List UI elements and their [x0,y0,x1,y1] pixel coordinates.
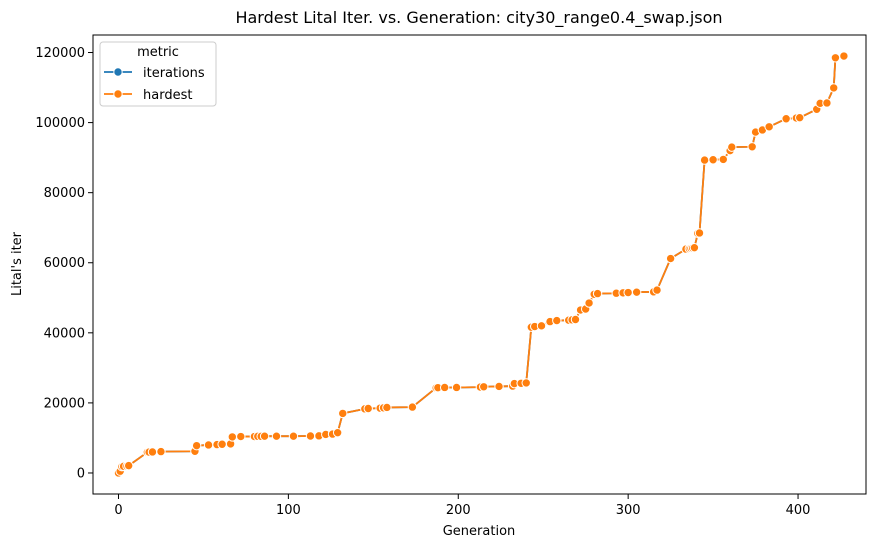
legend-marker-iterations [113,67,123,77]
data-point [830,53,841,63]
data-point [689,242,700,253]
legend-label-hardest: hardest [143,88,192,103]
data-point [727,142,737,152]
series-hardest [113,51,849,478]
data-point [451,382,462,393]
data-point [338,408,348,419]
y-tick-label: 100000 [35,116,85,131]
data-point [592,288,603,299]
legend: metric iterations hardest [99,41,217,107]
data-point [584,298,594,308]
data-point [407,402,418,412]
data-point [123,460,134,471]
data-point [236,431,246,442]
data-point [623,287,633,298]
legend-entry-hardest: hardest [104,88,192,103]
data-point [665,253,676,264]
x-tick-label: 200 [446,503,471,518]
chart-title: Hardest Lital Iter. vs. Generation: city… [235,8,722,28]
data-point [288,431,299,441]
y-tick-label: 40000 [44,326,85,341]
y-axis-label: Lital's iter [10,231,25,296]
legend-label-iterations: iterations [143,66,205,81]
legend-entries: iterations hardest [104,66,205,103]
x-tick-label: 400 [786,503,811,518]
x-tick-label: 100 [276,503,301,518]
data-point [781,114,791,124]
legend-entry-iterations: iterations [104,66,205,81]
legend-title: metric [137,45,179,60]
data-point [822,98,832,108]
x-tick-label: 300 [616,503,641,518]
data-point [699,155,710,165]
data-point [271,431,282,441]
y-tick-label: 120000 [35,46,85,61]
y-tick-label: 20000 [44,396,85,411]
y-axis: 0 20000 40000 60000 80000 100000 120000 [35,46,93,481]
x-axis: 0 100 200 300 400 [114,494,810,518]
data-point [631,287,642,297]
data-point [156,446,166,457]
data-point [764,122,774,132]
x-axis-label: Generation [443,524,516,539]
data-point [708,155,718,165]
y-tick-label: 0 [77,466,85,481]
data-point [479,382,489,392]
data-point [363,403,373,414]
x-tick-label: 0 [114,503,122,518]
data-point [552,315,562,326]
plot-frame [92,34,867,495]
data-point [521,378,531,388]
data-point [439,382,450,393]
data-point [747,142,757,152]
data-point [839,51,849,61]
data-point [829,83,839,93]
data-point [382,402,392,413]
data-point [652,285,662,295]
data-point [227,432,238,442]
data-point [147,447,158,457]
y-tick-label: 80000 [44,186,85,201]
data-point [494,381,504,392]
data-point [536,321,547,331]
data-point [332,427,343,438]
data-point [305,431,316,441]
data-point [217,439,227,449]
y-tick-label: 60000 [44,256,85,271]
data-point [795,112,805,123]
data-point [259,431,270,441]
data-point [203,440,214,450]
legend-marker-hardest [113,89,123,99]
data-point [718,154,728,165]
legend-box [99,41,217,107]
plot-area [113,51,849,478]
data-point [694,228,705,238]
data-point [570,314,581,325]
data-point [191,440,202,451]
